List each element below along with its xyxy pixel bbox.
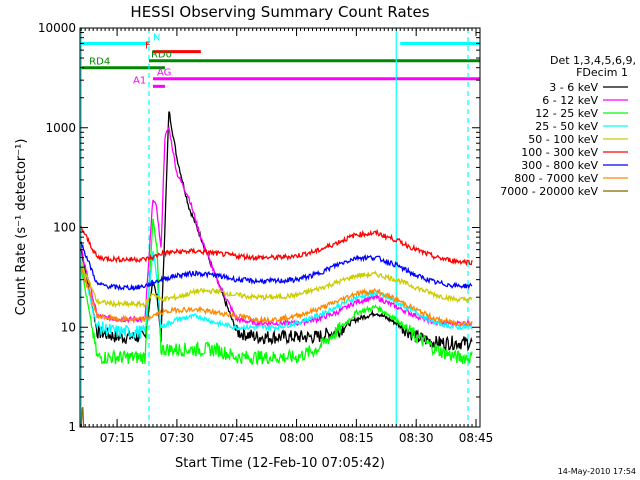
legend-entry-label: 6 - 12 keV bbox=[542, 94, 598, 107]
x-tick-label: 08:15 bbox=[339, 431, 374, 445]
legend-entry-label: 50 - 100 keV bbox=[528, 133, 598, 146]
legend-title-line2: FDecim 1 bbox=[576, 66, 628, 79]
legend-entry-label: 3 - 6 keV bbox=[549, 81, 598, 94]
state-label-a1: A1 bbox=[133, 75, 146, 86]
x-tick-label: 07:15 bbox=[100, 431, 135, 445]
series-lines bbox=[80, 111, 473, 428]
x-axis: 07:15 07:30 07:45 08:00 08:15 08:30 08:45 bbox=[80, 28, 494, 445]
x-tick-label: 07:30 bbox=[160, 431, 195, 445]
state-label-rd0: RD0 bbox=[151, 50, 172, 61]
series-line bbox=[80, 241, 473, 292]
legend-entry-label: 100 - 300 keV bbox=[521, 146, 598, 159]
series-line bbox=[80, 406, 85, 428]
x-tick-label: 08:30 bbox=[399, 431, 434, 445]
y-axis-label: Count Rate (s⁻¹ detector⁻¹) bbox=[14, 139, 29, 316]
state-label-f: F bbox=[145, 41, 151, 52]
plot-frame bbox=[79, 27, 481, 428]
legend-entry-label: 25 - 50 keV bbox=[535, 120, 598, 133]
y-tick-label: 10000 bbox=[38, 21, 76, 35]
x-tick-label: 07:45 bbox=[219, 431, 254, 445]
legend-title-line1: Det 1,3,4,5,6,9, bbox=[550, 54, 636, 67]
legend-entry-label: 300 - 800 keV bbox=[521, 159, 598, 172]
legend-entry-label: 7000 - 20000 keV bbox=[500, 185, 598, 198]
series-line bbox=[81, 262, 473, 309]
series-line bbox=[80, 266, 473, 327]
state-label-n: N bbox=[153, 32, 160, 43]
series-line bbox=[80, 218, 473, 366]
footer-timestamp: 14-May-2010 17:54 bbox=[558, 467, 636, 476]
y-tick-label: 1 bbox=[68, 420, 76, 434]
x-tick-label: 08:45 bbox=[459, 431, 494, 445]
x-tick-label: 08:00 bbox=[279, 431, 314, 445]
y-tick-label: 1000 bbox=[45, 121, 76, 135]
chart-title: HESSI Observing Summary Count Rates bbox=[130, 3, 429, 21]
legend-entry-label: 12 - 25 keV bbox=[535, 107, 598, 120]
state-label-ag: AG bbox=[157, 68, 171, 79]
vertical-markers bbox=[80, 28, 469, 427]
y-tick-label: 10 bbox=[61, 320, 76, 334]
state-label-rd4: RD4 bbox=[89, 57, 110, 68]
series-line bbox=[80, 226, 473, 267]
y-tick-label: 100 bbox=[53, 221, 76, 235]
x-axis-label: Start Time (12-Feb-10 07:05:42) bbox=[175, 456, 385, 471]
legend-entry-label: 800 - 7000 keV bbox=[514, 172, 598, 185]
y-axis: 1 10 100 1000 10000 bbox=[38, 21, 480, 434]
